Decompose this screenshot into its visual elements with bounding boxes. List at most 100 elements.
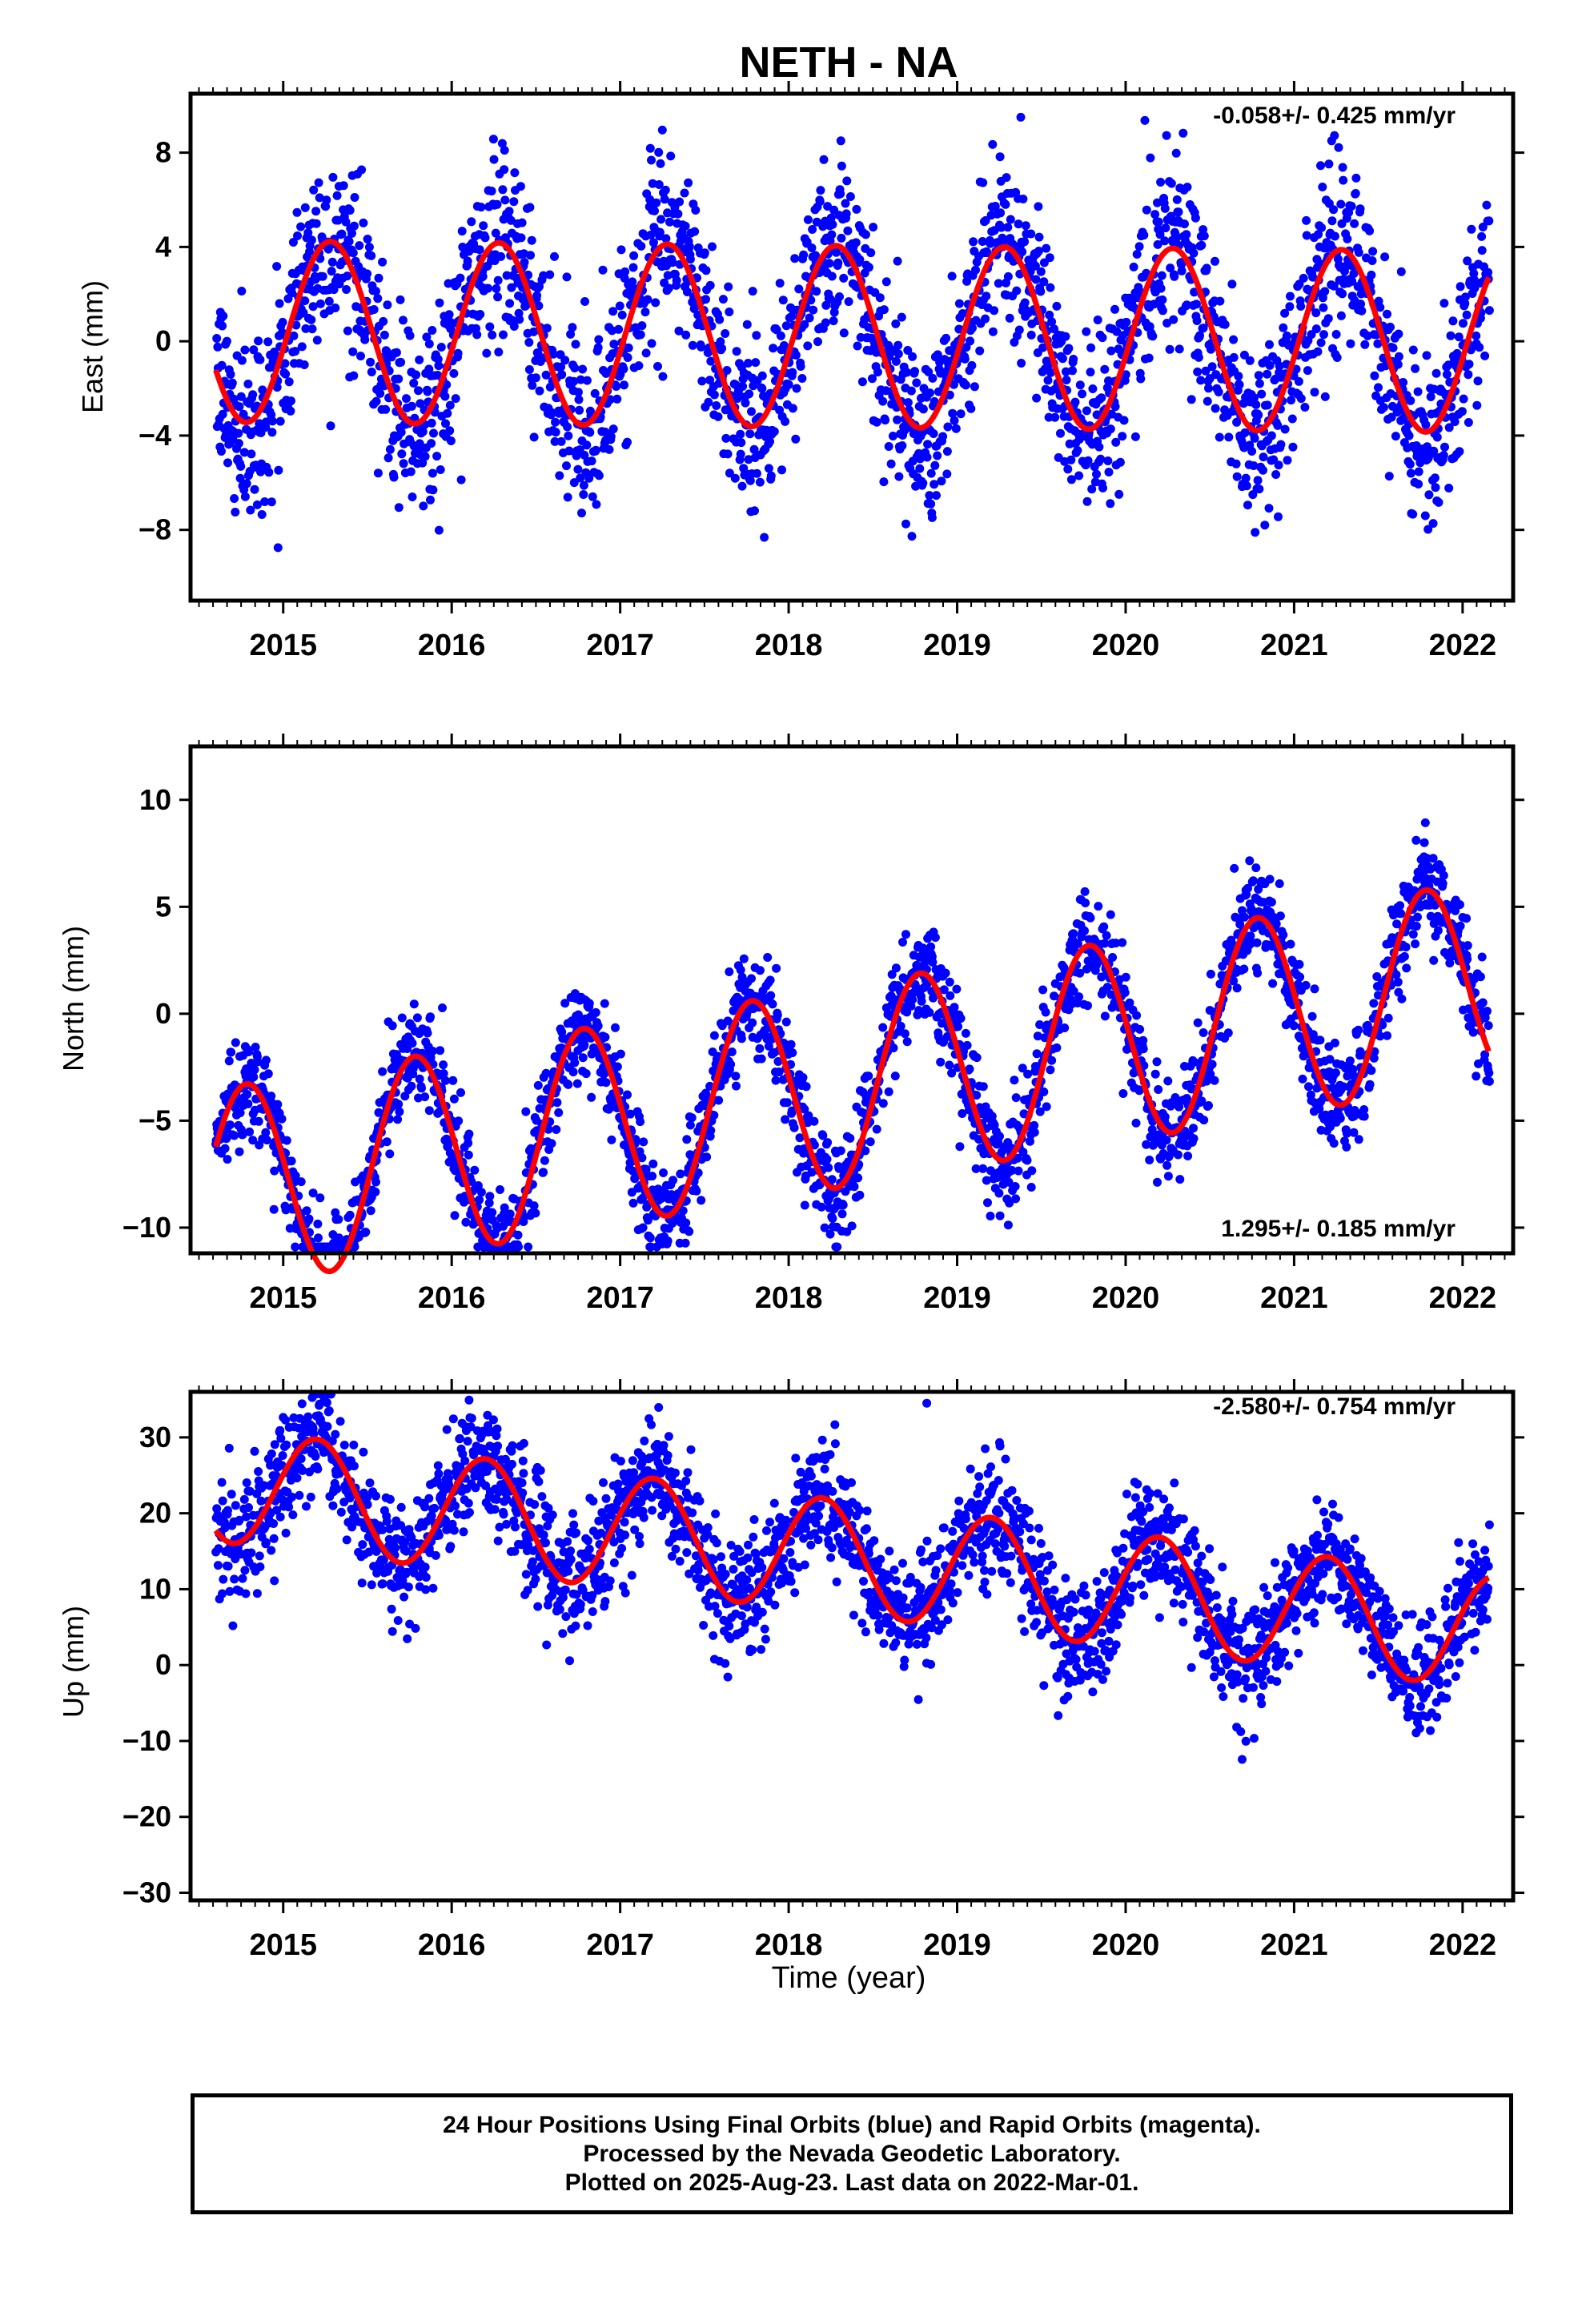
east-data-point [681, 330, 691, 340]
north-data-point [872, 1124, 881, 1134]
east-data-point [1357, 306, 1367, 316]
east-data-point [1411, 364, 1420, 373]
north-data-point [223, 1155, 232, 1164]
east-data-point [803, 341, 813, 351]
figure-title: NETH - NA [740, 38, 958, 86]
east-data-point [311, 207, 321, 216]
east-data-point [688, 340, 697, 350]
east-data-point [1050, 412, 1060, 422]
east-data-point [1148, 332, 1158, 341]
east-data-point [1439, 451, 1448, 460]
east-data-point [718, 295, 728, 304]
east-data-point [866, 248, 876, 258]
north-data-point [514, 1242, 523, 1252]
north-data-point [638, 1223, 648, 1232]
north-data-point [1295, 972, 1305, 982]
east-data-point [1229, 335, 1239, 344]
east-data-point [516, 182, 525, 191]
east-data-point [1327, 216, 1337, 226]
east-data-point [1136, 374, 1146, 384]
east-data-point [799, 250, 809, 259]
east-data-point [926, 388, 934, 398]
east-data-point [418, 427, 428, 436]
east-data-point [1279, 323, 1288, 332]
north-data-point [781, 1115, 790, 1124]
east-data-point [796, 362, 805, 371]
east-data-point [467, 217, 476, 227]
east-data-point [524, 365, 534, 374]
east-data-point [550, 251, 559, 261]
east-data-point [1336, 199, 1346, 209]
east-data-point [1311, 324, 1321, 334]
east-data-point [1287, 396, 1296, 405]
east-data-point [1014, 219, 1023, 229]
north-data-point [739, 954, 749, 963]
east-data-point [1300, 403, 1310, 412]
north-data-point [552, 1098, 562, 1108]
east-data-point [415, 439, 424, 448]
east-data-point [359, 218, 368, 227]
east-data-point [383, 300, 392, 310]
east-data-point [685, 242, 694, 251]
east-data-point [1420, 511, 1430, 521]
east-data-point [424, 364, 434, 374]
north-data-point [898, 938, 907, 947]
north-data-point [845, 1133, 855, 1143]
east-data-point [505, 299, 515, 308]
east-data-point [1367, 270, 1376, 279]
east-data-point [574, 395, 584, 404]
north-data-point [395, 1107, 404, 1116]
north-data-point [726, 1059, 736, 1069]
east-data-point [1180, 219, 1189, 229]
east-data-point [422, 332, 432, 342]
east-data-point [575, 405, 584, 415]
north-data-point [853, 1173, 863, 1183]
east-data-point [249, 345, 259, 355]
north-data-point [568, 1068, 578, 1077]
east-data-point [1207, 362, 1217, 372]
east-data-point [620, 267, 630, 276]
north-data-point [995, 1132, 1004, 1141]
east-data-point [562, 272, 572, 282]
east-data-point [701, 266, 711, 275]
east-data-point [828, 219, 837, 229]
east-data-point [542, 324, 552, 333]
east-data-point [903, 398, 913, 408]
east-data-point [1177, 266, 1186, 275]
east-data-point [312, 336, 322, 345]
north-data-point [1052, 1043, 1062, 1052]
north-data-point [1223, 1028, 1233, 1038]
north-data-point [786, 1039, 796, 1049]
east-data-point [402, 394, 411, 404]
north-data-point [371, 1177, 380, 1187]
north-data-point [685, 1227, 694, 1236]
east-data-point [1482, 200, 1492, 210]
east-data-point [752, 331, 761, 340]
east-data-point [956, 409, 966, 419]
east-data-point [1170, 271, 1179, 281]
east-data-point [629, 251, 639, 260]
east-data-point [776, 331, 785, 340]
east-data-point [1319, 330, 1328, 340]
east-data-point [456, 273, 465, 283]
east-data-point [1096, 454, 1106, 464]
east-data-point [1414, 480, 1423, 489]
east-data-point [349, 371, 359, 380]
east-data-point [1285, 302, 1295, 312]
north-data-point [578, 1053, 588, 1063]
east-data-point [1379, 403, 1388, 412]
east-data-point [488, 330, 497, 340]
east-data-point [893, 415, 902, 424]
east-data-point [1286, 292, 1295, 301]
north-data-point [1014, 1166, 1023, 1176]
east-data-point [837, 233, 846, 243]
east-data-point [1267, 431, 1276, 440]
east-data-point [367, 368, 376, 376]
north-data-point [540, 1156, 549, 1165]
north-data-point [725, 967, 734, 976]
east-data-point [1462, 310, 1472, 320]
east-data-point [937, 476, 946, 486]
east-data-point [226, 370, 235, 379]
east-data-point [700, 248, 709, 258]
east-data-point [1062, 376, 1071, 384]
